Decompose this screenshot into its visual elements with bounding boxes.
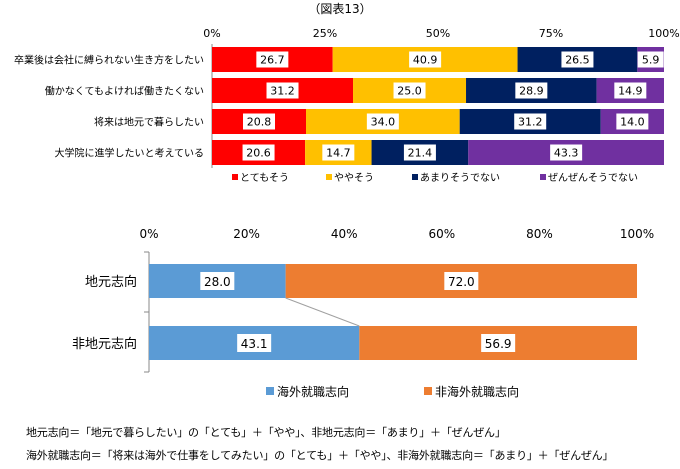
data-label-box [614,82,647,99]
data-label-box [515,82,548,99]
data-label-box [256,51,289,68]
data-label-box [237,334,272,352]
category-label: 地元志向 [85,274,137,290]
footnote-1: 地元志向＝「地元で暮らしたい」の「とても」＋「やや」、非地元志向＝「あまり」＋「… [26,426,506,439]
x-tick-label: 25% [313,27,337,40]
x-tick-label: 80% [526,227,553,241]
data-label: 40.9 [413,54,438,67]
category-label: 働かなくてもよければ働きたくない [45,85,204,98]
x-tick-label: 0% [203,27,220,40]
data-label: 5.9 [642,54,660,67]
category-label: 非地元志向 [72,336,137,352]
data-label: 25.0 [397,85,422,98]
x-tick-label: 100% [620,227,654,241]
data-label: 14.9 [618,85,643,98]
legend-swatch [326,174,332,180]
data-label: 28.0 [204,275,231,289]
legend-swatch [412,174,418,180]
data-label-box [366,113,399,130]
legend-swatch [540,174,546,180]
data-label: 14.0 [620,116,645,129]
category-label: 大学院に進学したいと考えている [55,147,205,160]
bar-segment [285,264,637,298]
data-label: 43.1 [241,337,268,351]
legend-swatch [266,387,274,395]
data-label-box [242,144,275,161]
data-label: 56.9 [485,337,512,351]
category-label: 将来は地元で暮らしたい [94,116,204,129]
data-label: 31.2 [270,85,295,98]
data-label-box [444,272,479,290]
legend-swatch [424,387,432,395]
x-tick-label: 20% [233,227,260,241]
legend-label: ややそう [334,172,374,184]
bar-segment [149,264,286,298]
series-connector-line [285,297,360,327]
data-label-box [322,144,355,161]
data-label: 43.3 [554,147,579,160]
data-label-box [616,113,649,130]
data-label-box [409,51,442,68]
x-tick-label: 100% [648,27,679,40]
x-tick-label: 0% [139,227,158,241]
data-label-box [266,82,299,99]
legend-label: ぜんぜんそうでない [548,172,638,184]
data-label-box [481,334,516,352]
data-label-box [200,272,235,290]
x-tick-label: 40% [331,227,358,241]
data-label: 31.2 [518,116,543,129]
data-label-box [243,113,276,130]
footnote-2: 海外就職志向＝「将来は海外で仕事をしてみたい」の「とても」＋「やや」、非海外就職… [26,449,614,462]
data-label-box [561,51,594,68]
category-label: 卒業後は会社に縛られない生き方をしたい [14,54,204,67]
data-label: 20.6 [246,147,271,160]
bar-segment [359,326,637,360]
data-label-box [514,113,547,130]
x-tick-label: 60% [428,227,455,241]
figure-label: （図表13） [308,2,371,16]
data-label-box [550,144,583,161]
legend-label: 海外就職志向 [277,384,349,399]
legend-label: あまりそうでない [420,172,500,184]
legend-label: 非海外就職志向 [435,384,519,399]
bar-segment [149,326,360,360]
data-label-box [403,144,436,161]
data-label: 26.7 [260,54,285,67]
data-label: 72.0 [448,275,475,289]
data-label: 21.4 [408,147,433,160]
data-label: 14.7 [326,147,351,160]
legend-swatch [232,174,238,180]
likert-stacked-bar-chart: （図表13） 0% 25% 50% 75% 100% 卒業後は会社に縛られない生き方をした… [14,2,680,184]
x-tick-label: 50% [426,27,450,40]
data-label: 20.8 [247,116,272,129]
data-label-box [637,51,664,68]
x-tick-label: 75% [539,27,563,40]
data-label: 34.0 [371,116,396,129]
data-label-box [393,82,426,99]
legend-label: とてもそう [240,172,289,184]
data-label: 26.5 [565,54,590,67]
data-label: 28.9 [519,85,544,98]
